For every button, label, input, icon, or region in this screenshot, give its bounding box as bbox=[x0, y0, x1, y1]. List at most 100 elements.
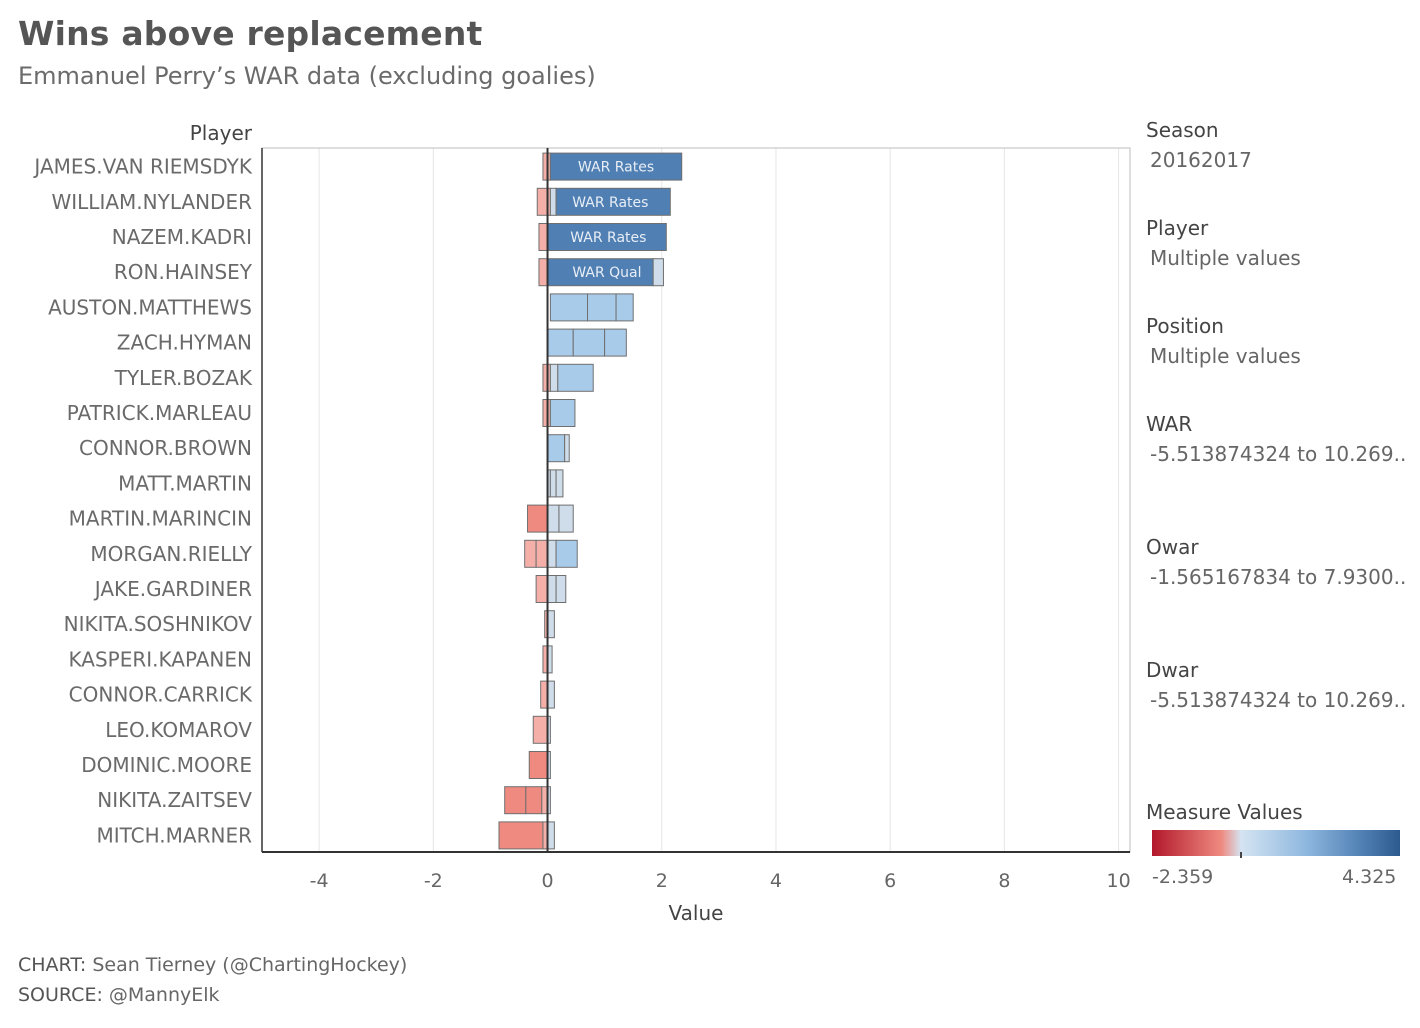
filter-owar-value[interactable]: -1.565167834 to 7.9300.. bbox=[1150, 565, 1407, 589]
bar-segment bbox=[558, 504, 574, 533]
bar-annotation: WAR Rates bbox=[570, 230, 646, 246]
bar-annotation: WAR Qual bbox=[572, 265, 641, 281]
filter-owar-label: Owar bbox=[1146, 535, 1199, 559]
player-label: KASPERI.KAPANEN bbox=[69, 647, 252, 671]
bar-segment bbox=[549, 469, 557, 498]
bar-segment bbox=[532, 715, 549, 744]
source-credit-label: SOURCE: bbox=[18, 984, 103, 1006]
bar-segment bbox=[547, 821, 555, 850]
player-label: AUSTON.MATTHEWS bbox=[48, 295, 252, 319]
x-tick-label: 4 bbox=[770, 870, 782, 892]
bar-segment bbox=[538, 223, 549, 251]
filter-season-label: Season bbox=[1146, 118, 1219, 142]
source-credit-value: @MannyElk bbox=[102, 984, 220, 1006]
bar-segment bbox=[535, 539, 549, 568]
filter-war[interactable]: WAR -5.513874324 to 10.269.. bbox=[1146, 412, 1406, 466]
player-label: RON.HAINSEY bbox=[114, 260, 253, 284]
filter-war-value[interactable]: -5.513874324 to 10.269.. bbox=[1150, 442, 1407, 466]
x-tick-label: 2 bbox=[656, 870, 668, 892]
x-tick-label: 8 bbox=[998, 870, 1010, 892]
player-label: PATRICK.MARLEAU bbox=[67, 401, 252, 425]
row-header: Player bbox=[190, 121, 253, 145]
bar-segment bbox=[587, 293, 617, 322]
filter-season[interactable]: Season 20162017 bbox=[1146, 118, 1406, 172]
chart-credit-label: CHART: bbox=[18, 954, 87, 976]
bar-segment bbox=[557, 363, 594, 392]
plot-frame bbox=[261, 147, 1131, 853]
bar-segment bbox=[555, 469, 564, 498]
bar-segment bbox=[555, 187, 671, 216]
bar-segment bbox=[652, 258, 664, 287]
bar-segment bbox=[547, 539, 557, 568]
player-label: DOMINIC.MOORE bbox=[81, 753, 252, 777]
bar-segment bbox=[547, 610, 555, 639]
bar-segment bbox=[615, 293, 634, 322]
player-label: MITCH.MARNER bbox=[96, 823, 252, 847]
bar-segment bbox=[498, 821, 544, 850]
player-label: ZACH.HYMAN bbox=[117, 331, 252, 355]
bar-segment bbox=[572, 328, 606, 357]
filter-dwar-label: Dwar bbox=[1146, 658, 1199, 682]
player-label: CONNOR.BROWN bbox=[79, 436, 252, 460]
x-axis-title: Value bbox=[669, 901, 724, 925]
bar-segment bbox=[525, 786, 543, 815]
player-label: MATT.MARTIN bbox=[118, 471, 252, 495]
player-label: NIKITA.SOSHNIKOV bbox=[64, 612, 253, 636]
bar-segment bbox=[604, 328, 627, 357]
bar-segment bbox=[538, 258, 549, 287]
x-tick-label: -4 bbox=[310, 870, 329, 892]
filter-position[interactable]: Position Multiple values bbox=[1146, 314, 1406, 368]
player-label: MORGAN.RIELLY bbox=[90, 542, 252, 566]
bar-annotation: WAR Rates bbox=[578, 160, 654, 176]
bar-segment bbox=[564, 434, 570, 463]
bar-segment bbox=[528, 751, 549, 779]
bar-segment bbox=[547, 258, 654, 287]
player-label: NIKITA.ZAITSEV bbox=[97, 788, 252, 812]
bar-annotation: WAR Rates bbox=[572, 195, 648, 211]
bar-segment bbox=[540, 680, 549, 709]
chart-subtitle: Emmanuel Perry’s WAR data (excluding goa… bbox=[18, 62, 596, 90]
filter-player-label: Player bbox=[1146, 216, 1209, 240]
bar-segment bbox=[524, 539, 537, 568]
filter-owar[interactable]: Owar -1.565167834 to 7.9300.. bbox=[1146, 535, 1406, 589]
color-legend-title: Measure Values bbox=[1146, 800, 1303, 824]
player-label: TYLER.BOZAK bbox=[114, 366, 253, 390]
chart-credit: CHART: Sean Tierney (@ChartingHockey) bbox=[18, 954, 407, 976]
filter-player-value[interactable]: Multiple values bbox=[1150, 246, 1301, 270]
chart-title: Wins above replacement bbox=[18, 14, 483, 53]
bar-segment bbox=[527, 504, 549, 533]
bar-segment bbox=[549, 363, 559, 392]
filter-war-label: WAR bbox=[1146, 412, 1193, 436]
bar-segment bbox=[549, 187, 557, 216]
filter-dwar[interactable]: Dwar -5.513874324 to 10.269.. bbox=[1146, 658, 1406, 712]
bar-segment bbox=[547, 680, 555, 709]
filter-player[interactable]: Player Multiple values bbox=[1146, 216, 1406, 270]
filter-position-value[interactable]: Multiple values bbox=[1150, 344, 1301, 368]
player-label: WILLIAM.NYLANDER bbox=[51, 190, 252, 214]
filter-season-value[interactable]: 20162017 bbox=[1150, 148, 1252, 172]
color-legend-max: 4.325 bbox=[1342, 866, 1397, 888]
color-legend-zero-marker bbox=[1240, 852, 1242, 858]
bar-segment bbox=[535, 575, 549, 603]
player-label: NAZEM.KADRI bbox=[112, 225, 252, 249]
x-tick-label: -2 bbox=[424, 870, 443, 892]
bar-segment bbox=[547, 223, 667, 251]
bar-segment bbox=[549, 152, 683, 181]
x-tick-label: 6 bbox=[884, 870, 896, 892]
chart-credit-value: Sean Tierney (@ChartingHockey) bbox=[86, 954, 408, 976]
filter-dwar-value[interactable]: -5.513874324 to 10.269.. bbox=[1150, 688, 1407, 712]
player-label: CONNOR.CARRICK bbox=[69, 683, 253, 707]
x-tick-label: 10 bbox=[1106, 870, 1130, 892]
bar-segment bbox=[549, 399, 576, 427]
bar-segment bbox=[504, 786, 527, 815]
bar-segment bbox=[555, 539, 578, 568]
player-label: MARTIN.MARINCIN bbox=[69, 507, 252, 531]
color-legend-gradient bbox=[1152, 830, 1400, 856]
x-tick-label: 0 bbox=[541, 870, 553, 892]
bar-segment bbox=[547, 575, 557, 603]
bar-segment bbox=[547, 434, 566, 463]
source-credit: SOURCE: @MannyElk bbox=[18, 984, 220, 1006]
bar-segment bbox=[547, 504, 560, 533]
filter-position-label: Position bbox=[1146, 314, 1224, 338]
